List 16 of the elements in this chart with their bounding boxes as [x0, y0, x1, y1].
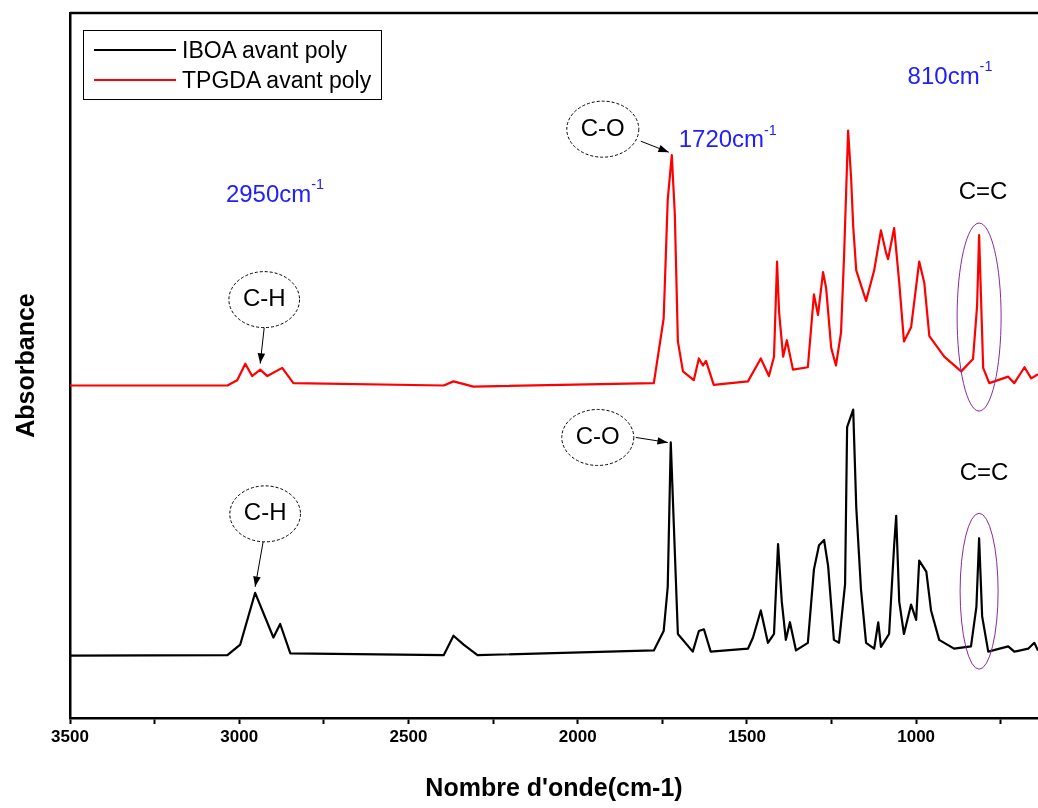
x-tick-label: 1000 — [897, 726, 936, 746]
y-axis-title: Absorbance — [10, 293, 39, 438]
x-tick-label: 2000 — [558, 726, 597, 746]
x-tick-label: 3500 — [51, 726, 89, 746]
annotation: C=C — [959, 457, 1009, 485]
x-tick-label: 1500 — [728, 726, 766, 746]
x-axis-title: Nombre d'onde(cm-1) — [425, 772, 683, 801]
x-tick-label: 3000 — [220, 726, 259, 746]
annotation: C=C — [958, 176, 1008, 204]
legend-label: TPGDA avant poly — [182, 66, 372, 95]
annotation: C-H — [242, 284, 286, 312]
annotation: C-O — [575, 422, 620, 450]
annotation: C-O — [580, 113, 625, 141]
annotation: C-H — [243, 498, 287, 526]
legend-label: IBOA avant poly — [182, 36, 347, 65]
x-tick-label: 2500 — [389, 726, 428, 746]
